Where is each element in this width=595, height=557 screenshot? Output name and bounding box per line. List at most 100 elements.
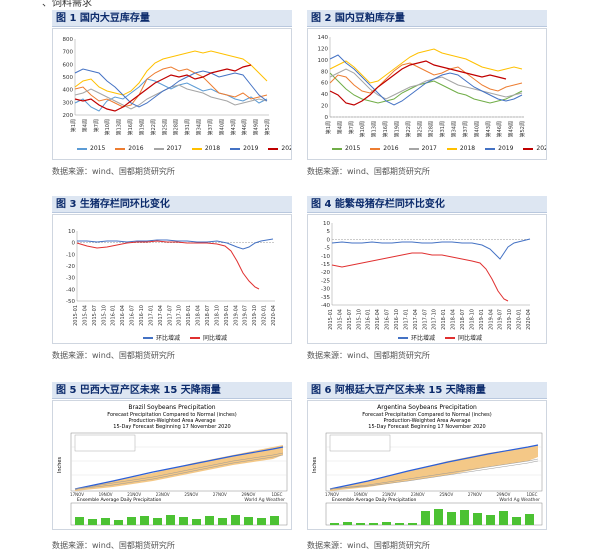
x-tick-label: 2016-01 xyxy=(111,305,117,326)
legend-item: 2016 xyxy=(115,145,144,152)
x-tick-label: 第43周 xyxy=(230,119,237,135)
x-tick-label: 2018-07 xyxy=(460,309,466,330)
x-tick-label: 2020-04 xyxy=(271,305,277,326)
x-tick-label: 29NOV xyxy=(496,492,510,497)
legend-item: 2018 xyxy=(446,145,476,152)
x-tick-label: 第40周 xyxy=(473,121,480,137)
legend-item: 2020 xyxy=(523,145,546,152)
forecast-legend-box xyxy=(74,434,136,452)
figure-6-source: 数据来源：wind、国都期货研究所 xyxy=(307,541,430,550)
figure-6-svg: Argentina Soybeans Precipitation Forecas… xyxy=(312,404,543,526)
y-tick-label: -20 xyxy=(321,270,330,276)
series-yoy xyxy=(331,252,509,302)
y-tick-label: 500 xyxy=(63,75,74,81)
legend-swatch xyxy=(143,336,153,339)
figure-3-chart: 10 0 -10 -20 -30 -40 -50 2015-01 2015-04 2015-07 2… xyxy=(52,214,292,344)
x-tick-label: 23NOV xyxy=(156,492,170,497)
y-tick-label: 0 xyxy=(325,115,329,121)
figure-5-chart: Brazil Soybeans Precipitation Forecast P… xyxy=(52,400,292,530)
legend-swatch xyxy=(153,147,164,150)
figure-4-title: 图 4 能繁母猪存栏同环比变化 xyxy=(307,196,547,213)
ensemble-member xyxy=(74,452,284,490)
legend-label: 2020 xyxy=(281,145,291,152)
legend-label: 2020 xyxy=(536,145,546,152)
figure-4-legend: 环比增减 同比增减 xyxy=(398,333,482,342)
x-tick-label: 2019-01 xyxy=(224,305,230,326)
x-tick-label: 29NOV xyxy=(241,492,255,497)
y-tick-label: 60 xyxy=(321,81,328,87)
x-tick-label: 第52周 xyxy=(519,121,526,137)
x-tick-label: 23NOV xyxy=(411,492,425,497)
x-tick-label: 第43周 xyxy=(485,121,492,137)
x-tick-label: 2019-07 xyxy=(498,309,504,330)
y-axis-label: Inches xyxy=(57,456,63,473)
x-tick-label: 2016-07 xyxy=(130,305,136,326)
legend-label: 2017 xyxy=(166,145,182,152)
figure-5-svg: Brazil Soybeans Precipitation Forecast P… xyxy=(57,404,288,526)
figure-6-title: 图 6 阿根廷大豆产区未来 15 天降雨量 xyxy=(307,382,547,399)
y-tick-label: 40 xyxy=(321,92,328,98)
x-tick-label: 第1周 xyxy=(70,119,77,132)
x-tick-label: 17NOV xyxy=(70,492,84,497)
x-tick-label: 第19周 xyxy=(138,119,145,135)
x-tick-label: 2018-04 xyxy=(196,305,202,326)
x-tick-label: 第16周 xyxy=(382,121,389,137)
x-tick-label: 2018-10 xyxy=(469,309,475,330)
y-axis-label: Inches xyxy=(312,456,318,473)
forecast-x-ticks: 17NOV 19NOV 21NOV 23NOV 25NOV 27NOV 29NOV 1DEC xyxy=(325,492,538,497)
x-tick-label: 2016-10 xyxy=(394,309,400,330)
x-tick-label: 第28周 xyxy=(428,121,435,137)
x-tick-label: 2017-01 xyxy=(403,309,409,330)
x-tick-label: 2018-01 xyxy=(186,305,192,326)
figure-1-lines xyxy=(74,50,268,112)
y-tick-label: -10 xyxy=(321,254,330,260)
legend-label: 2018 xyxy=(459,145,476,152)
x-tick-label: 2017-01 xyxy=(148,305,154,326)
legend-item: 2020 xyxy=(268,145,291,152)
x-tick-label: 25NOV xyxy=(439,492,453,497)
series-mom xyxy=(331,238,531,260)
legend-swatch xyxy=(268,147,279,150)
series-2017 xyxy=(329,68,523,100)
y-tick-label: -10 xyxy=(66,252,75,258)
normal-line xyxy=(74,446,284,490)
forecast-legend-box xyxy=(329,434,391,452)
header-strip: 、饲料需求 xyxy=(0,0,595,8)
legend-item: 2017 xyxy=(153,145,182,152)
x-tick-label: 21NOV xyxy=(382,492,396,497)
series-2018 xyxy=(74,50,268,96)
x-tick-label: 2016-10 xyxy=(139,305,145,326)
figure-3-legend: 环比增减 同比增减 xyxy=(143,333,227,342)
legend-swatch xyxy=(190,336,201,339)
figure-5-source: 数据来源：wind、国都期货研究所 xyxy=(52,541,175,550)
series-yoy xyxy=(76,240,260,290)
y-tick-label: 300 xyxy=(63,100,74,106)
legend-item: 环比增减 xyxy=(143,333,180,342)
x-tick-label: 第25周 xyxy=(161,119,168,135)
x-tick-label: 2015-10 xyxy=(356,309,362,330)
x-tick-label: 21NOV xyxy=(127,492,141,497)
x-tick-label: 2015-01 xyxy=(328,309,334,330)
x-tick-label: 2017-07 xyxy=(422,309,428,330)
x-tick-label: 2018-07 xyxy=(205,305,211,326)
legend-swatch xyxy=(445,336,456,339)
x-tick-label: 19NOV xyxy=(99,492,113,497)
figure-1-legend: 2015 2016 2017 2018 2019 2020 xyxy=(77,145,291,152)
x-tick-label: 2015-04 xyxy=(82,305,88,326)
y-tick-label: 100 xyxy=(318,58,329,64)
x-tick-label: 第16周 xyxy=(127,119,134,135)
inner-title-line-3: Production-Weighted Area Average xyxy=(383,418,470,424)
x-tick-label: 27NOV xyxy=(213,492,227,497)
legend-label: 2016 xyxy=(128,145,144,152)
x-tick-label: 第49周 xyxy=(253,119,260,135)
legend-swatch xyxy=(408,147,419,150)
x-tick-label: 第34周 xyxy=(196,119,203,135)
series-2018 xyxy=(329,48,523,84)
figure-2-source: 数据来源：wind、国都期货研究所 xyxy=(307,167,430,176)
header-partial-text: 、饲料需求 xyxy=(42,0,92,8)
legend-label: 2019 xyxy=(243,145,259,152)
